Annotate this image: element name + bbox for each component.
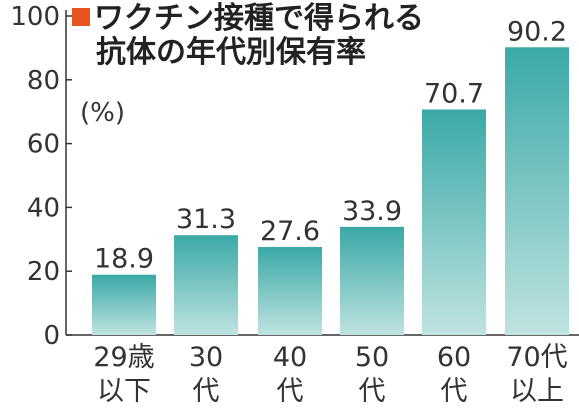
x-category-label: 代 xyxy=(359,376,386,407)
y-axis-unit-label: (%) xyxy=(80,98,125,128)
chart-title: ワクチン接種で得られる 抗体の年代別保有率 xyxy=(72,2,424,70)
y-tick-label: 60 xyxy=(27,130,60,160)
bar-value-label: 18.9 xyxy=(94,244,154,275)
bar-value-label: 31.3 xyxy=(176,204,236,235)
bar xyxy=(258,246,322,335)
x-category-label: 40 xyxy=(273,342,307,373)
chart-title-text-1: ワクチン接種で得られる xyxy=(94,1,424,36)
x-category-label: 29歳 xyxy=(93,342,154,373)
x-category-label: 以下 xyxy=(97,376,151,407)
y-tick-label: 80 xyxy=(27,66,60,96)
y-axis: 0 20 40 60 80 100 xyxy=(10,2,579,351)
y-tick-label: 100 xyxy=(10,2,60,32)
x-category-label: 代 xyxy=(441,376,468,407)
x-category-label: 代 xyxy=(277,376,304,407)
y-tick-label: 0 xyxy=(43,321,60,351)
chart-title-line-1: ワクチン接種で得られる xyxy=(72,2,424,36)
bar-value-label: 70.7 xyxy=(424,78,484,109)
bar xyxy=(174,235,238,335)
y-tick-label: 40 xyxy=(27,193,60,223)
x-category-label: 70代 xyxy=(506,342,567,373)
bar-value-label: 90.2 xyxy=(507,16,567,47)
orange-square-icon xyxy=(72,8,90,26)
x-category-label: 代 xyxy=(193,376,220,407)
x-category-label: 以上 xyxy=(510,376,564,407)
chart-title-line-2: 抗体の年代別保有率 xyxy=(96,35,366,70)
bar xyxy=(505,47,569,336)
bar xyxy=(92,274,156,335)
bar xyxy=(422,109,486,335)
x-category-label: 60 xyxy=(437,342,471,373)
x-category-label: 30 xyxy=(189,342,223,373)
bar-value-label: 27.6 xyxy=(260,216,320,247)
bar xyxy=(340,226,404,335)
y-tick-label: 20 xyxy=(27,257,60,287)
bars xyxy=(92,47,569,336)
bar-value-label: 33.9 xyxy=(342,196,402,227)
x-category-label: 50 xyxy=(355,342,389,373)
value-labels: 18.9 31.3 27.6 33.9 70.7 90.2 xyxy=(94,16,567,274)
